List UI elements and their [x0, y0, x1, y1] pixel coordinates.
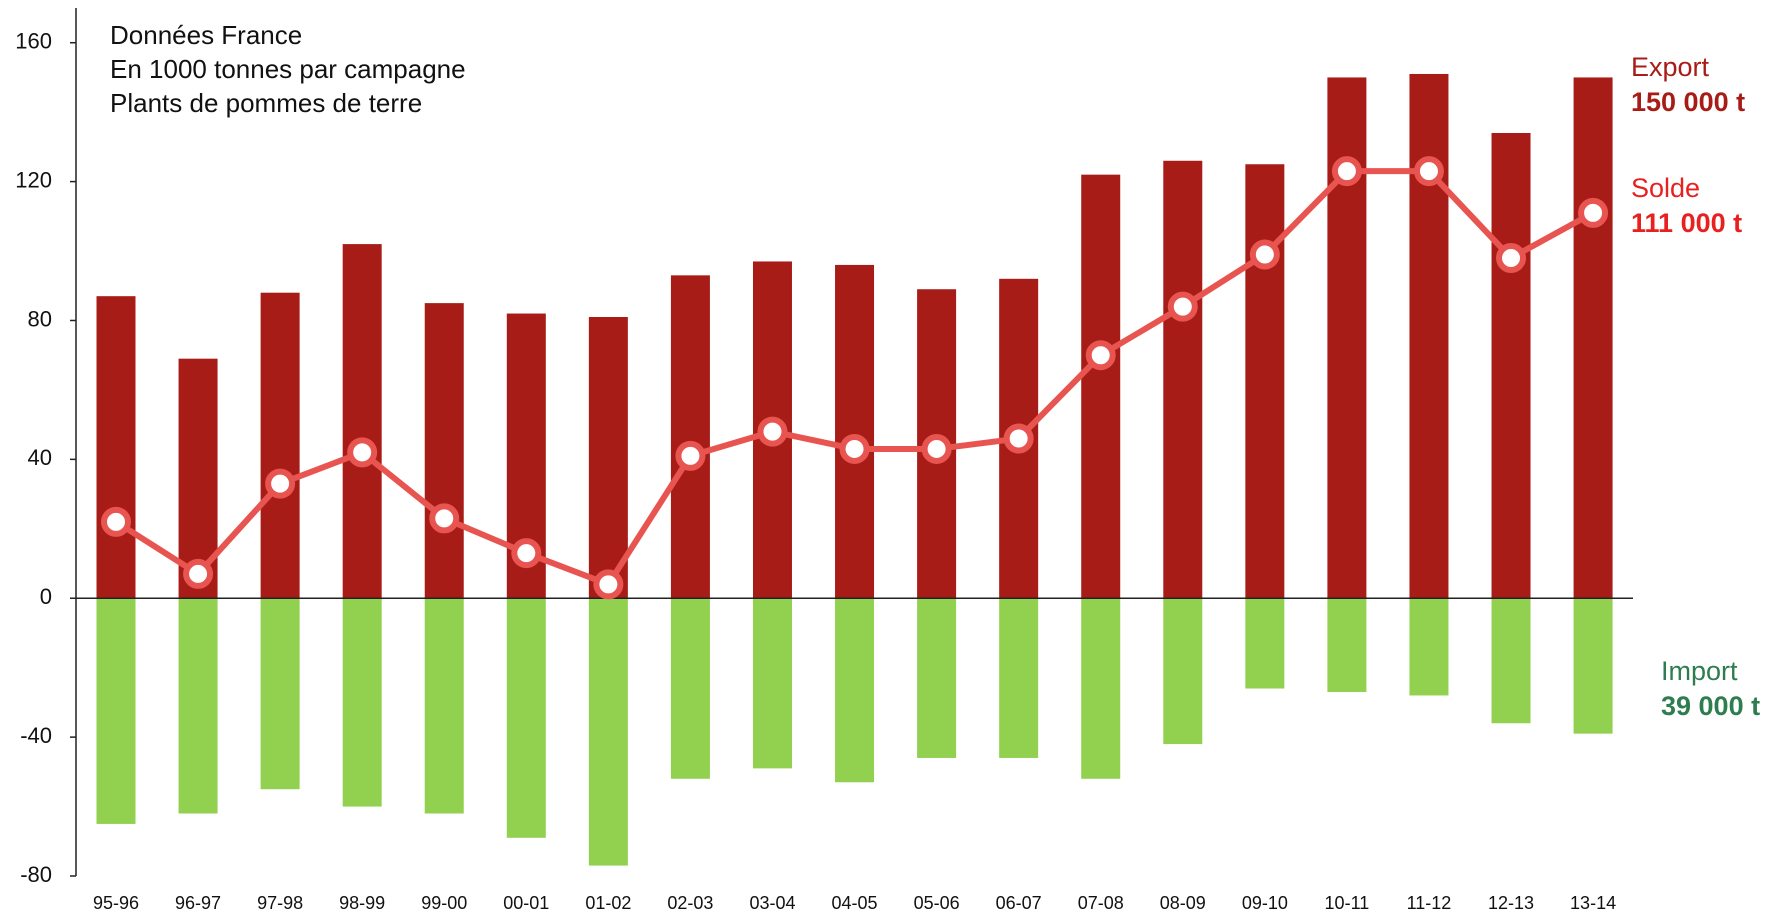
- bar: [1245, 598, 1285, 689]
- marker: [675, 440, 706, 471]
- bar: [1327, 77, 1367, 599]
- annotation: Données France: [110, 20, 302, 50]
- x-tick-label: 08-09: [1160, 893, 1206, 913]
- legend-name: Import: [1661, 656, 1738, 686]
- bar: [752, 598, 792, 769]
- legend-value: 150 000 t: [1631, 87, 1745, 117]
- y-tick-label: 160: [15, 29, 52, 54]
- x-tick-label: 00-01: [503, 893, 549, 913]
- legend-value: 111 000 t: [1631, 208, 1742, 238]
- x-tick-label: 04-05: [832, 893, 878, 913]
- marker: [511, 538, 542, 569]
- bar: [342, 598, 382, 807]
- marker: [1249, 239, 1280, 270]
- bar: [1081, 598, 1121, 779]
- marker: [757, 416, 788, 447]
- x-tick-label: 05-06: [914, 893, 960, 913]
- annotation: Plants de pommes de terre: [110, 88, 422, 118]
- bar: [999, 598, 1039, 758]
- marker: [1496, 242, 1527, 273]
- bar: [1163, 598, 1203, 745]
- marker: [839, 433, 870, 464]
- marker: [429, 503, 460, 534]
- bar: [670, 598, 710, 779]
- marker: [265, 468, 296, 499]
- bar: [588, 317, 628, 599]
- x-tick-label: 11-12: [1407, 893, 1452, 913]
- marker: [101, 506, 131, 537]
- x-tick-label: 13-14: [1570, 893, 1616, 913]
- x-tick-label: 06-07: [996, 893, 1042, 913]
- bar: [1409, 598, 1449, 696]
- x-tick-label: 98-99: [339, 893, 385, 913]
- bar: [178, 598, 218, 814]
- x-tick-label: 02-03: [667, 893, 713, 913]
- marker: [921, 433, 952, 464]
- bar: [96, 598, 136, 824]
- y-tick-label: 80: [28, 306, 52, 331]
- bar: [835, 598, 875, 783]
- legend-value: 39 000 t: [1661, 691, 1760, 721]
- bar: [424, 598, 464, 814]
- bar: [424, 303, 464, 599]
- bar: [588, 598, 628, 866]
- y-tick-label: 0: [40, 584, 52, 609]
- x-tick-label: 03-04: [749, 893, 795, 913]
- bar: [1409, 73, 1449, 599]
- bar: [917, 598, 957, 758]
- bar: [260, 598, 300, 790]
- marker: [1085, 340, 1116, 371]
- bar: [342, 244, 382, 599]
- bar: [1491, 598, 1531, 724]
- marker: [1413, 156, 1444, 187]
- x-tick-label: 95-96: [93, 893, 139, 913]
- x-tick-label: 12-13: [1488, 893, 1534, 913]
- marker: [1331, 156, 1362, 187]
- x-tick-label: 09-10: [1242, 893, 1288, 913]
- marker: [183, 558, 214, 589]
- x-tick-label: 96-97: [175, 893, 221, 913]
- bar: [1163, 160, 1203, 599]
- bar: [260, 292, 300, 599]
- marker: [593, 569, 624, 600]
- bar: [1573, 77, 1613, 599]
- y-tick-label: 120: [15, 167, 52, 192]
- x-tick-label: 99-00: [421, 893, 467, 913]
- bar: [1491, 132, 1531, 599]
- legend-name: Export: [1631, 52, 1710, 82]
- bar: [1327, 598, 1367, 692]
- marker: [1003, 423, 1034, 454]
- x-tick-label: 07-08: [1078, 893, 1124, 913]
- y-tick-label: -80: [20, 862, 52, 887]
- marker: [347, 437, 378, 468]
- marker: [1578, 197, 1609, 228]
- bar: [670, 275, 710, 599]
- bar: [1081, 174, 1121, 599]
- bar: [1245, 164, 1285, 599]
- x-tick-label: 01-02: [585, 893, 631, 913]
- y-tick-label: -40: [20, 723, 52, 748]
- legend-name: Solde: [1631, 173, 1700, 203]
- bar: [96, 296, 136, 599]
- bar: [1573, 598, 1613, 734]
- x-tick-label: 97-98: [257, 893, 303, 913]
- x-tick-label: 10-11: [1325, 893, 1370, 913]
- y-tick-label: 40: [28, 445, 52, 470]
- annotation: En 1000 tonnes par campagne: [110, 54, 466, 84]
- bar: [506, 598, 546, 838]
- bar: [835, 264, 875, 599]
- marker: [1167, 291, 1198, 322]
